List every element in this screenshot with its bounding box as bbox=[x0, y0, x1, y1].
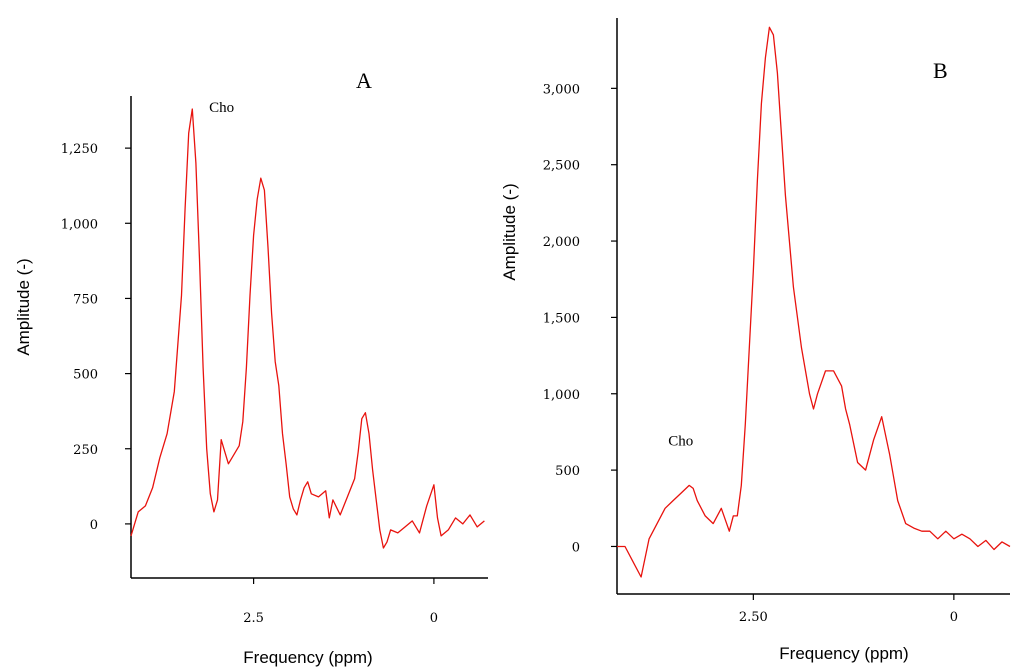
y-tick-label-a-4: 250 bbox=[73, 443, 98, 458]
y-tick-label-a-5: 0 bbox=[90, 518, 98, 533]
ticks-a: 1,250 1,000 750 500 250 0 2.5 0 bbox=[61, 142, 438, 626]
y-tick-label-a-0: 1,250 bbox=[61, 142, 98, 157]
y-axis-title-a: Amplitude (-) bbox=[14, 258, 33, 355]
panel-label-b: B bbox=[933, 58, 948, 83]
panel-label-a: A bbox=[356, 68, 372, 93]
y-tick-label-b-5: 500 bbox=[555, 464, 580, 479]
axes-b bbox=[616, 18, 1010, 595]
x-tick-label-a-0: 2.5 bbox=[243, 611, 264, 626]
x-tick-label-b-0: 2.50 bbox=[739, 610, 768, 625]
spectrum-line-b bbox=[617, 26, 1011, 578]
y-tick-label-a-3: 500 bbox=[73, 368, 98, 383]
y-tick-label-b-0: 3,000 bbox=[543, 82, 580, 97]
x-axis-title-b: Frequency (ppm) bbox=[779, 644, 908, 663]
y-tick-label-b-4: 1,000 bbox=[543, 388, 580, 403]
y-tick-label-a-1: 1,000 bbox=[61, 217, 98, 232]
y-axis-title-b: Amplitude (-) bbox=[500, 183, 519, 280]
axes-a bbox=[130, 96, 488, 579]
y-tick-label-a-2: 750 bbox=[73, 292, 98, 307]
ticks-b: 3,000 2,500 2,000 1,500 1,000 500 0 2.50 0 bbox=[543, 82, 958, 625]
chart-panel-b: 3,000 2,500 2,000 1,500 1,000 500 0 2.50 0 B Cho… bbox=[500, 18, 1011, 663]
annotation-cho-b: Cho bbox=[668, 433, 693, 449]
annotation-cho-a: Cho bbox=[209, 100, 234, 116]
x-tick-label-a-1: 0 bbox=[430, 611, 438, 626]
y-tick-label-b-2: 2,000 bbox=[543, 235, 580, 250]
y-tick-label-b-6: 0 bbox=[572, 540, 580, 555]
x-axis-title-a: Frequency (ppm) bbox=[243, 648, 372, 667]
spectrum-line-a bbox=[130, 108, 485, 549]
y-tick-label-b-3: 1,500 bbox=[543, 311, 580, 326]
y-tick-label-b-1: 2,500 bbox=[543, 159, 580, 174]
chart-panel-a: 1,250 1,000 750 500 250 0 2.5 0 A Cho Amplitude… bbox=[14, 68, 488, 667]
x-tick-label-b-1: 0 bbox=[950, 610, 958, 625]
